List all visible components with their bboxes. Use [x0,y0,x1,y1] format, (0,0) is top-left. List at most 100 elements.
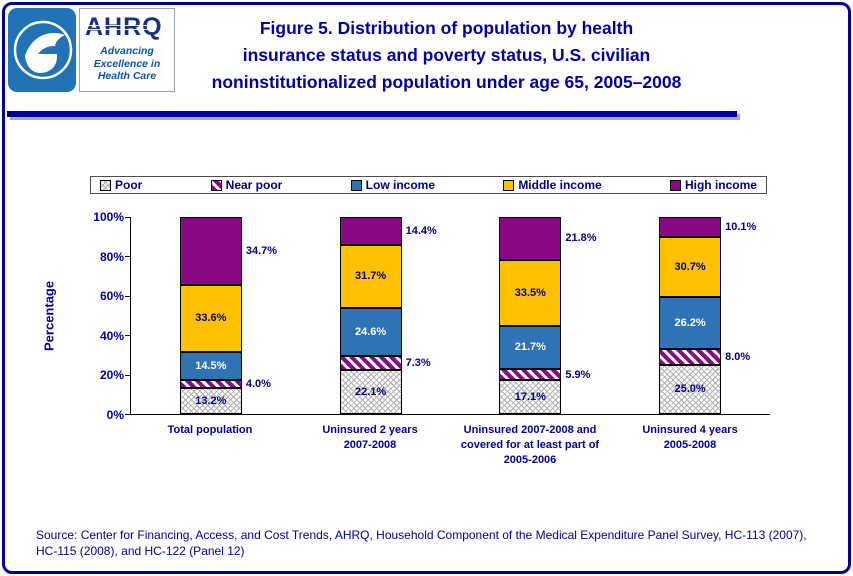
bar-segment-poor: 13.2% [179,388,242,414]
category-label-4: Uninsured 4 years 2005-2008 [642,424,738,451]
y-tick-label: 0% [106,408,124,422]
value-label-low-income: 26.2% [674,317,706,330]
stacked-bar-4: 25.0% 8.0% 26.2% 30.7% 10.1% [659,217,756,414]
bar-segment-low-income: 14.5% [179,351,242,381]
legend-swatch-poor [100,179,111,191]
ahrq-tagline-line: Advancing [100,45,154,57]
ahrq-tagline-line: Health Care [97,70,157,82]
figure-title: Figure 5. Distribution of population by … [120,15,773,96]
legend-swatch-middle-income [503,179,515,191]
y-tick-mark [125,374,131,376]
value-label-low-income: 21.7% [514,341,546,354]
value-label-high-income: 10.1% [725,220,757,233]
y-axis-ticks: 0% 20% 40% 60% 80% 100% [60,210,124,422]
source-line: Source: Center for Financing, Access, an… [36,528,807,542]
ahrq-tagline: Advancing Excellence in Health Care [85,45,169,83]
y-tick-label: 80% [99,249,124,264]
value-label-middle-income: 33.5% [514,286,546,299]
ahrq-tagline-line: Excellence in [93,57,161,70]
hhs-seal-icon [8,8,76,92]
y-tick-mark [125,256,131,258]
bar-segment-poor: 22.1% [339,370,402,414]
bar-segment-high-income [179,217,242,286]
bar-segment-high-income [659,217,722,237]
bar-segment-middle-income: 31.7% [339,245,402,308]
stacked-bar-2: 22.1% 7.3% 24.6% 31.7% 14.4% [339,216,437,414]
category-label-3: Uninsured 2007-2008 and covered for at le… [460,424,600,466]
value-label-high-income: 34.7% [245,245,278,258]
bar-segment-middle-income: 30.7% [659,236,722,298]
bar-segment-near-poor [499,368,562,381]
bar-column-1: 13.2% 4.0% 14.5% 33.6% 34.7% [131,217,291,414]
value-label-near-poor: 7.3% [405,357,431,370]
value-label-high-income: 14.4% [405,225,437,237]
bar-segment-middle-income: 33.6% [179,285,242,352]
legend-swatch-high-income [669,179,681,191]
legend-label-middle-income: Middle income [518,178,602,192]
value-label-poor: 17.1% [514,391,546,404]
legend-item-near-poor: Near poor [210,178,283,192]
legend-label-poor: Poor [115,178,143,192]
bar-segment-low-income: 24.6% [339,307,402,357]
stacked-bar-1: 13.2% 4.0% 14.5% 33.6% 34.7% [179,217,277,414]
category-label-1: Total population [167,424,253,436]
legend-swatch-near-poor [210,179,222,191]
legend-item-high-income: High income [669,178,757,192]
value-label-near-poor: 5.9% [565,368,591,381]
logo-group: AHRQ Advancing Excellence in Health Care [8,8,175,92]
legend-label-high-income: High income [684,178,757,192]
legend-label-near-poor: Near poor [225,178,283,192]
y-tick-label: 60% [99,289,124,304]
bar-column-2: 22.1% 7.3% 24.6% 31.7% 14.4% [291,216,451,414]
value-label-near-poor: 4.0% [245,378,271,391]
source-note: Source: Center for Financing, Access, an… [36,527,813,559]
y-tick-mark [125,217,131,218]
value-label-low-income: 14.5% [195,359,227,372]
bar-segment-poor: 17.1% [499,380,562,414]
figure-title-line: Figure 5. Distribution of population by … [259,18,634,38]
y-tick-label: 100% [93,210,124,224]
stacked-bar-3: 17.1% 5.9% 21.7% 33.5% 21.8% [499,217,597,414]
figure-title-line: insurance status and poverty status, U.S… [242,45,651,65]
hhs-logo [8,8,76,92]
title-divider [7,111,737,117]
legend-item-poor: Poor [100,178,142,192]
source-line: HC-115 (2008), and HC-122 (Panel 12) [36,544,245,558]
category-label-2: Uninsured 2 years 2007-2008 [322,424,418,451]
y-tick-label: 40% [99,328,124,343]
legend-label-low-income: Low income [365,178,435,192]
value-label-middle-income: 33.6% [195,312,227,325]
bar-segment-high-income [499,217,562,260]
bar-segment-near-poor [339,356,402,371]
y-axis-label: Percentage [41,280,57,352]
value-label-poor: 13.2% [195,395,227,407]
ahrq-logo: AHRQ Advancing Excellence in Health Care [79,8,175,92]
value-label-poor: 22.1% [355,386,387,399]
plot-area: 13.2% 4.0% 14.5% 33.6% 34.7% 22.1% 7.3% 24.6% 31… [125,216,770,415]
value-label-poor: 25.0% [674,383,706,396]
y-tick-label: 20% [99,368,124,383]
value-label-low-income: 24.6% [355,325,387,338]
ahrq-wordmark: AHRQ [85,14,169,40]
bar-segment-poor: 25.0% [659,364,722,414]
legend-item-low-income: Low income [350,178,435,192]
legend-swatch-low-income [350,179,362,191]
bar-segment-near-poor [659,349,722,365]
bar-segment-high-income [339,216,402,246]
bar-segment-low-income: 26.2% [659,297,722,349]
value-label-high-income: 21.8% [565,232,597,245]
y-tick-mark [125,295,131,297]
value-label-middle-income: 30.7% [674,261,706,274]
bar-column-4: 25.0% 8.0% 26.2% 30.7% 10.1% [610,217,770,414]
bar-column-3: 17.1% 5.9% 21.7% 33.5% 21.8% [451,217,611,414]
legend: Poor Near poor Low income Middle income High… [90,176,767,194]
figure-title-line: noninstitutionalized population under ag… [211,72,682,92]
legend-item-middle-income: Middle income [503,178,602,192]
y-tick-mark [125,335,131,337]
bar-segment-middle-income: 33.5% [499,259,562,326]
value-label-middle-income: 31.7% [355,270,387,283]
x-axis-labels: Total population Uninsured 2 years 2007-20… [130,423,770,468]
value-label-near-poor: 8.0% [725,350,751,363]
y-tick-mark [125,414,131,415]
